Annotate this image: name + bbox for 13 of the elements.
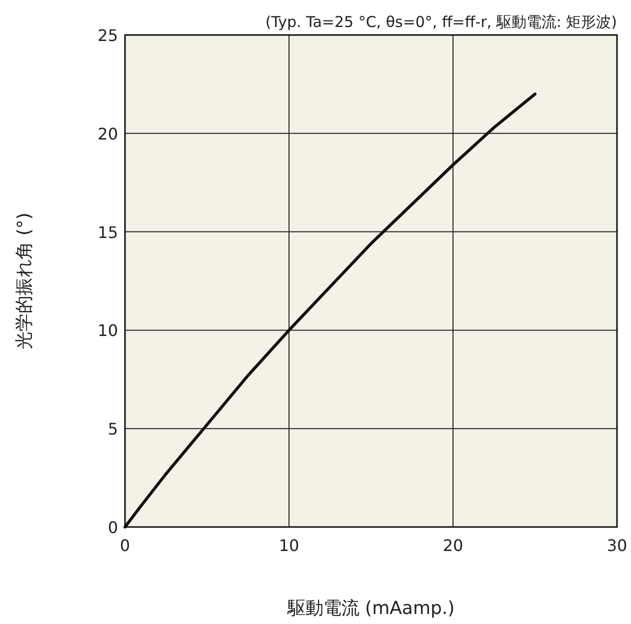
y-tick-label: 25	[98, 26, 118, 45]
x-tick-label: 10	[278, 536, 300, 555]
y-tick-label: 5	[108, 420, 118, 439]
y-tick-label: 10	[98, 321, 118, 340]
y-axis-title: 光学的振れ角 (°)	[14, 212, 35, 350]
x-tick-label: 0	[120, 536, 130, 555]
y-tick-label: 15	[98, 222, 118, 242]
x-tick-label: 30	[606, 536, 628, 555]
x-tick-label: 20	[442, 536, 464, 555]
y-tick-label: 0	[108, 518, 118, 537]
chart-subtitle: (Typ. Ta=25 °C, θs=0°, ff=ff-r, 駆動電流: 矩形波)	[265, 13, 617, 31]
x-axis-title: 駆動電流 (mAamp.)	[286, 598, 455, 619]
y-tick-label: 20	[98, 124, 118, 144]
